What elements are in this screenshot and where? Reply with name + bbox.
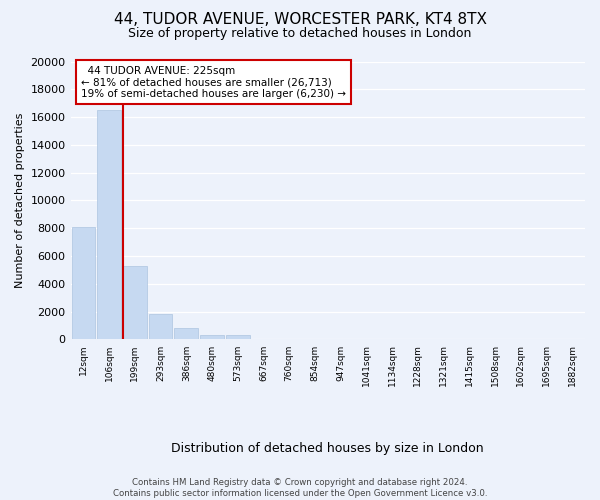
Text: Contains HM Land Registry data © Crown copyright and database right 2024.
Contai: Contains HM Land Registry data © Crown c… (113, 478, 487, 498)
Bar (200, 336, 224, 340)
Bar (123, 266, 146, 340)
Y-axis label: Number of detached properties: Number of detached properties (15, 113, 25, 288)
Bar (97, 110, 121, 340)
X-axis label: Distribution of detached houses by size in London: Distribution of detached houses by size … (172, 442, 484, 455)
Bar (149, 314, 172, 340)
Text: Size of property relative to detached houses in London: Size of property relative to detached ho… (128, 28, 472, 40)
Text: 44 TUDOR AVENUE: 225sqm  
← 81% of detached houses are smaller (26,713)
19% of s: 44 TUDOR AVENUE: 225sqm ← 81% of detache… (81, 66, 346, 99)
Bar (175, 328, 198, 340)
Bar (226, 336, 250, 340)
Text: 44, TUDOR AVENUE, WORCESTER PARK, KT4 8TX: 44, TUDOR AVENUE, WORCESTER PARK, KT4 8T… (113, 12, 487, 28)
Bar (71, 227, 95, 340)
